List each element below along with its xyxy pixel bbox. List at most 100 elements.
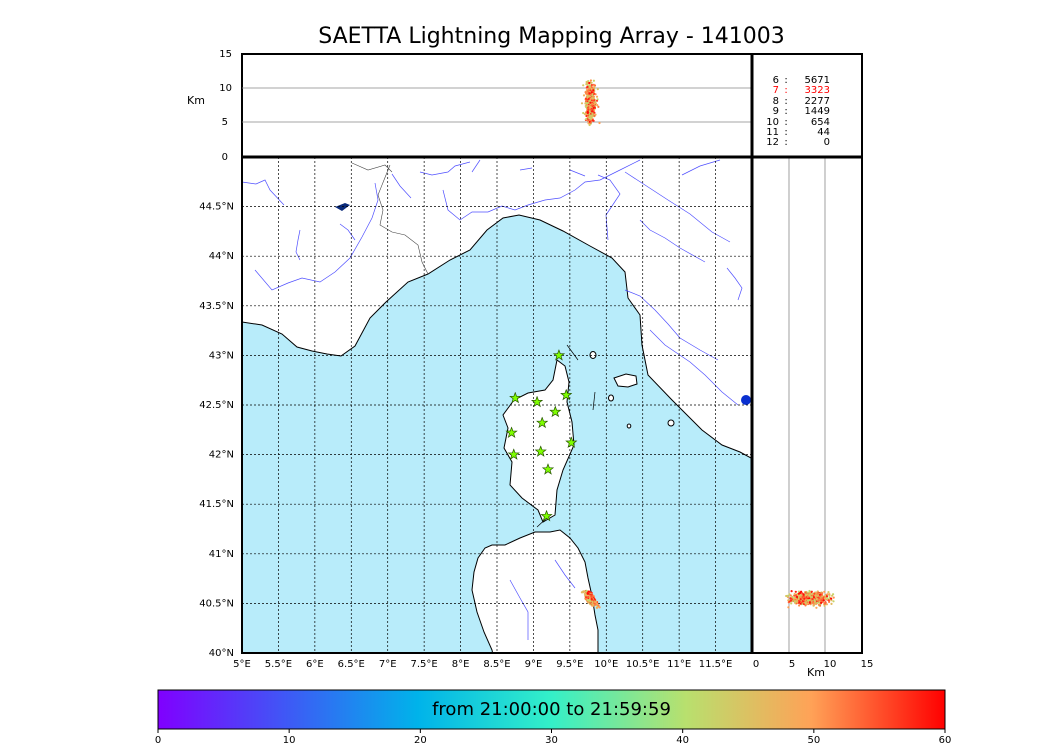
altitude-point	[793, 592, 796, 596]
altitude-point	[816, 590, 819, 593]
altitude-point	[588, 85, 591, 88]
altitude-point	[821, 592, 824, 595]
france-italy-border	[377, 164, 429, 275]
altitude-point	[586, 96, 589, 99]
altitude-point	[818, 593, 821, 596]
lightning-point	[591, 603, 595, 606]
station-stats-row: 10: 654	[760, 116, 830, 128]
altitude-point	[589, 114, 592, 117]
colorbar-tick-label: 10	[283, 735, 296, 746]
longitude-tick-label: 10°E	[594, 659, 618, 670]
altitude-point	[827, 591, 830, 594]
altitude-point	[787, 601, 790, 604]
altitude-point	[593, 85, 596, 88]
source-count-value: 5671	[804, 75, 830, 86]
altitude-point	[596, 88, 599, 91]
separator: :	[784, 137, 788, 149]
altitude-point	[596, 104, 599, 107]
latitude-labels: 40°N 40.5°N 41°N 41.5°N 42°N 42.5°N 43°N 43.5°N…	[199, 202, 234, 659]
altitude-point	[798, 604, 801, 607]
altitude-point	[794, 590, 797, 593]
latitude-tick-label: 40.5°N	[199, 598, 234, 609]
altitude-point	[588, 123, 591, 127]
capraia-island	[589, 351, 597, 359]
station-count-label: 6	[772, 75, 779, 86]
altitude-point	[814, 594, 817, 597]
altitude-point	[592, 91, 595, 94]
altitude-point	[586, 94, 589, 97]
longitude-tick-label: 5°E	[233, 659, 251, 670]
side-tick-5: 5	[789, 659, 795, 670]
side-axis-label: Km	[807, 666, 825, 679]
altitude-point	[796, 601, 799, 604]
lightning-point	[595, 606, 599, 609]
lightning-point	[590, 598, 593, 601]
altitude-point	[805, 593, 808, 597]
altitude-point	[787, 606, 790, 609]
map-panel: 40°N 40.5°N 41°N 41.5°N 42°N 42.5°N 43°N 43.5°N…	[199, 156, 753, 670]
altitude-point	[589, 121, 592, 124]
altitude-point	[817, 599, 820, 602]
altitude-tick-10: 10	[219, 83, 232, 94]
latitude-tick-label: 43°N	[209, 350, 234, 361]
altitude-point	[823, 595, 826, 598]
altitude-point	[830, 602, 833, 606]
longitude-tick-label: 10.5°E	[626, 659, 660, 670]
elba-island	[613, 373, 638, 388]
station-stats-row: 12: 0	[760, 137, 830, 149]
altitude-point	[801, 595, 804, 598]
latitude-tick-label: 41.5°N	[199, 499, 234, 510]
altitude-lat-scatter	[785, 589, 835, 609]
altitude-point	[597, 105, 600, 108]
altitude-point	[590, 110, 593, 113]
altitude-tick-5: 5	[222, 117, 228, 128]
lightning-sources	[580, 589, 601, 609]
altitude-point	[804, 604, 807, 607]
station-stats-row: 7: 3323	[760, 85, 830, 96]
longitude-tick-label: 11°E	[667, 659, 691, 670]
altitude-point	[586, 81, 589, 84]
altitude-point	[590, 108, 593, 111]
altitude-point	[799, 598, 802, 601]
altitude-point	[785, 594, 788, 598]
source-count-value: 2277	[804, 95, 830, 107]
altitude-point	[825, 603, 829, 606]
altitude-point	[586, 111, 589, 115]
altitude-point	[584, 118, 588, 121]
altitude-point	[813, 603, 816, 606]
altitude-point	[832, 600, 835, 603]
altitude-point	[582, 94, 586, 97]
station-count-label: 10	[766, 116, 779, 128]
altitude-point	[811, 601, 815, 604]
altitude-point	[808, 599, 811, 602]
lightning-point	[598, 606, 601, 609]
altitude-point	[586, 102, 589, 105]
station-stats-row: 11: 44	[760, 127, 830, 138]
rivers	[242, 159, 743, 640]
altitude-point	[823, 590, 826, 593]
station-stats-row: 9: 1449	[760, 106, 830, 117]
lightning-point	[594, 601, 597, 604]
altitude-point	[808, 594, 811, 597]
altitude-panel: 0 5 10 15 Km	[187, 49, 753, 163]
altitude-point	[814, 591, 818, 594]
altitude-point	[799, 602, 802, 605]
pianosa-island	[608, 394, 614, 402]
separator: :	[784, 75, 788, 86]
lightning-point	[586, 598, 589, 602]
altitude-point	[828, 594, 831, 597]
fault-line	[566, 344, 579, 361]
altitude-point	[587, 97, 590, 100]
altitude-point	[822, 599, 825, 602]
altitude-point	[592, 119, 595, 122]
altitude-axis-label: Km	[187, 94, 205, 107]
latitude-tick-label: 40°N	[209, 648, 234, 659]
longitude-tick-label: 7°E	[379, 659, 397, 670]
altitude-point	[788, 593, 791, 596]
altitude-point	[589, 93, 592, 96]
lightning-point	[588, 598, 591, 601]
altitude-point	[828, 600, 831, 604]
altitude-point	[590, 103, 594, 106]
lightning-point	[580, 591, 584, 594]
